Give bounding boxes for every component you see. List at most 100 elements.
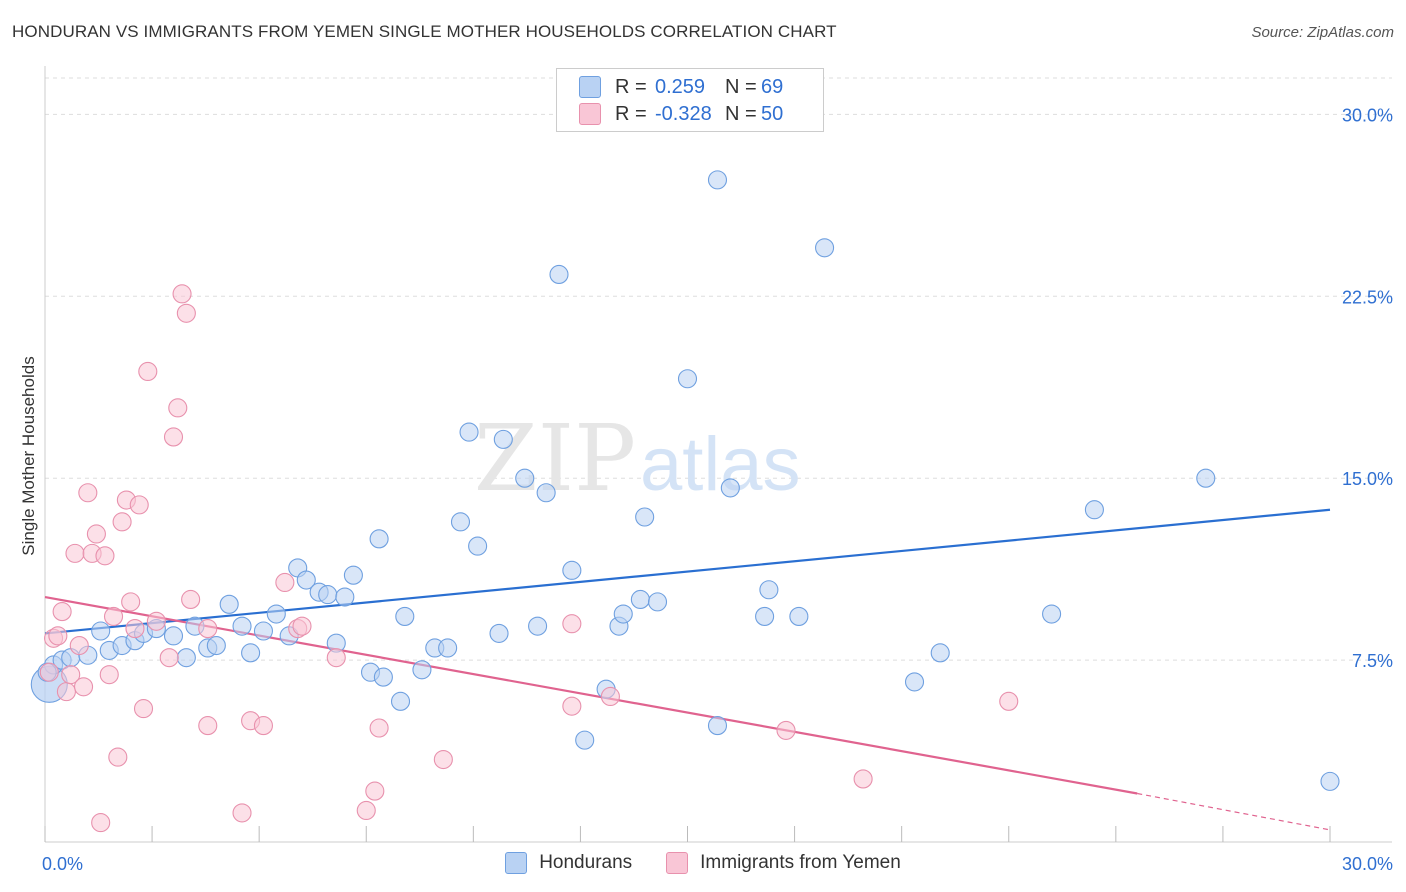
point-hondurans	[232, 616, 252, 636]
point-yemen	[91, 813, 111, 833]
correlation-legend: R = 0.259 N = 69 R = -0.328 N = 50	[556, 68, 824, 132]
point-yemen	[172, 284, 192, 304]
point-hondurans	[1042, 604, 1062, 624]
point-yemen	[253, 716, 274, 736]
point-yemen	[433, 749, 453, 770]
point-hondurans	[373, 667, 393, 687]
point-hondurans	[1196, 468, 1216, 488]
point-hondurans	[720, 478, 740, 498]
point-hondurans	[647, 592, 668, 612]
x-tick-label: 0.0%	[42, 854, 83, 874]
watermark-atlas: atlas	[640, 422, 801, 507]
point-yemen	[129, 495, 149, 515]
point-hondurans	[528, 616, 548, 636]
point-yemen	[562, 696, 582, 716]
point-yemen	[159, 648, 179, 668]
x-tick-label: 30.0%	[1342, 854, 1393, 874]
point-hondurans	[318, 585, 338, 605]
point-hondurans	[335, 587, 355, 607]
point-yemen	[133, 699, 154, 719]
point-yemen	[176, 303, 196, 323]
point-hondurans	[459, 422, 479, 442]
point-yemen	[121, 592, 141, 612]
series-swatch-yemen	[666, 852, 689, 874]
point-hondurans	[489, 623, 509, 643]
y-tick-label: 30.0%	[1342, 105, 1393, 125]
point-yemen	[69, 635, 89, 656]
point-hondurans	[515, 468, 535, 488]
trend-line-hondurans	[44, 508, 1331, 635]
point-yemen	[326, 648, 346, 668]
point-hondurans	[815, 238, 835, 258]
watermark: ZIP atlas	[474, 405, 801, 512]
point-yemen	[78, 483, 98, 503]
point-hondurans	[613, 604, 633, 624]
trend-line-yemen-extension	[1137, 792, 1331, 831]
y-tick-label: 7.5%	[1352, 651, 1393, 671]
point-yemen	[61, 665, 81, 685]
legend-n-label: N =	[725, 75, 757, 98]
point-hondurans	[219, 594, 239, 614]
legend-row-yemen: R = -0.328 N = 50	[579, 100, 783, 128]
legend-r-value: 0.259	[655, 75, 706, 98]
point-yemen	[853, 769, 873, 789]
point-yemen	[146, 611, 166, 631]
point-yemen	[275, 572, 295, 593]
point-yemen	[562, 614, 582, 634]
point-yemen	[138, 361, 158, 382]
point-hondurans	[755, 606, 775, 626]
trend-line-yemen	[44, 595, 1138, 795]
point-yemen	[198, 619, 218, 639]
legend-n-value: 50	[761, 102, 784, 125]
point-hondurans	[91, 621, 111, 641]
series-swatch-hondurans	[505, 852, 528, 874]
point-hondurans	[493, 429, 513, 449]
y-tick-label: 15.0%	[1342, 469, 1393, 489]
point-hondurans	[438, 638, 458, 658]
point-yemen	[108, 747, 128, 767]
point-hondurans	[253, 621, 274, 641]
legend-r-label: R =	[615, 75, 647, 98]
series-label-yemen: Immigrants from Yemen	[700, 852, 901, 873]
y-axis-label: Single Mother Households	[19, 356, 38, 555]
y-tick-label: 22.5%	[1342, 287, 1393, 307]
point-hondurans	[1084, 500, 1104, 520]
point-yemen	[86, 524, 106, 544]
point-yemen	[95, 546, 115, 566]
point-yemen	[198, 716, 218, 736]
point-hondurans	[163, 626, 184, 646]
axes-layer	[44, 66, 1392, 843]
point-yemen	[99, 665, 119, 685]
tick-labels: 7.5% 15.0% 22.5% 30.0% 0.0% 30.0%	[42, 105, 1393, 874]
legend-r-value: -0.328	[655, 102, 712, 125]
point-hondurans	[343, 565, 363, 585]
point-yemen	[163, 427, 184, 447]
point-yemen	[52, 602, 72, 622]
point-hondurans	[904, 672, 925, 692]
legend-r-label: R =	[615, 102, 647, 125]
series-legend: Hondurans Immigrants from Yemen	[0, 852, 1406, 874]
legend-n-label: N =	[725, 102, 757, 125]
point-hondurans	[707, 716, 728, 736]
point-yemen	[232, 803, 252, 823]
chart-title: HONDURAN VS IMMIGRANTS FROM YEMEN SINGLE…	[12, 22, 837, 41]
point-hondurans	[677, 369, 698, 389]
series-legend-yemen: Immigrants from Yemen	[666, 852, 901, 874]
point-yemen	[125, 619, 145, 639]
point-hondurans	[468, 536, 488, 556]
series-legend-hondurans: Hondurans	[505, 852, 632, 874]
point-hondurans	[549, 264, 569, 285]
point-hondurans	[536, 483, 556, 503]
point-yemen	[181, 589, 201, 610]
point-yemen	[65, 543, 85, 563]
point-yemen	[776, 720, 796, 740]
legend-swatch-yemen	[579, 103, 601, 125]
legend-row-hondurans: R = 0.259 N = 69	[579, 73, 783, 101]
point-hondurans	[635, 507, 655, 527]
source-label: Source: ZipAtlas.com	[1251, 24, 1394, 41]
legend-n-value: 69	[761, 75, 784, 98]
point-yemen	[356, 800, 376, 821]
point-yemen	[56, 682, 76, 702]
point-hondurans	[759, 580, 779, 600]
point-hondurans	[266, 604, 286, 624]
